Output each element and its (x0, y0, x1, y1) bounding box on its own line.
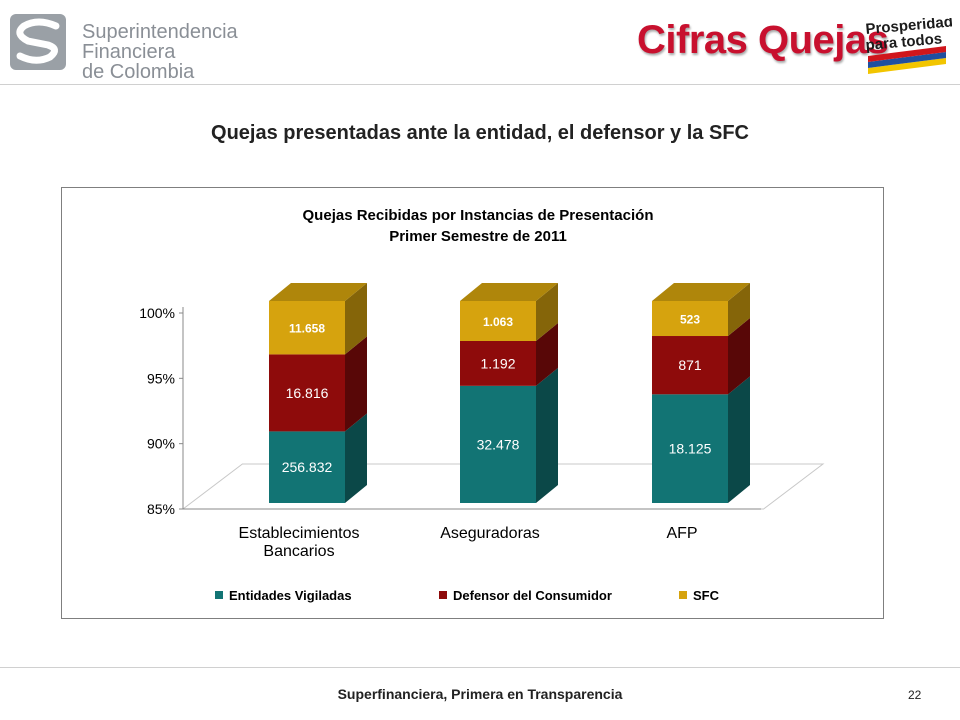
y-tick-label: 90% (147, 436, 175, 452)
footer-text: Superfinanciera, Primera en Transparenci… (337, 686, 623, 702)
header-divider (0, 84, 960, 85)
y-tick-label: 95% (147, 370, 175, 386)
data-label: 256.832 (282, 459, 333, 475)
bar-side (345, 413, 367, 503)
bar-side (728, 283, 750, 337)
prosperidad-logo: Prosperidad para todos (862, 13, 954, 74)
data-label: 11.658 (289, 322, 325, 336)
bar-front (652, 394, 728, 503)
bar-side (345, 336, 367, 432)
org-line-2: Financiera (82, 41, 176, 63)
logo-word-2: para todos (865, 30, 943, 54)
bar-front (460, 385, 536, 503)
bar-side (536, 322, 558, 386)
bar-side (728, 318, 750, 395)
legend-entry: SFC (693, 588, 720, 603)
data-label: 16.816 (286, 385, 329, 401)
bar-side (536, 283, 558, 341)
superfinanciera-emblem-icon (10, 14, 66, 70)
bar-side (536, 367, 558, 503)
org-line-3: de Colombia (82, 61, 195, 83)
bar-front (460, 301, 536, 341)
bar-side (728, 376, 750, 503)
x-tick-label: Aseguradoras (440, 525, 540, 542)
legend-entry: Entidades Vigiladas (229, 588, 352, 603)
x-tick-label: Establecimientos (239, 525, 360, 542)
data-label: 1.063 (483, 315, 513, 329)
bar-front (652, 336, 728, 395)
legend-entry: Defensor del Consumidor (453, 588, 612, 603)
org-name: Superintendencia Financiera de Colombia (82, 22, 238, 82)
chart-title-line-1: Quejas Recibidas por Instancias de Prese… (303, 207, 654, 224)
x-tick-label: Bancarios (263, 543, 334, 560)
bar-front (269, 301, 345, 355)
y-tick-label: 100% (139, 305, 175, 321)
stacked-bar-chart: Quejas Recibidas por Instancias de Prese… (139, 207, 825, 603)
bar-top (460, 283, 558, 301)
superfinanciera-logo: Superintendencia Financiera de Colombia (8, 12, 248, 82)
data-label: 32.478 (477, 436, 520, 452)
bar-top (652, 283, 750, 301)
bar-side (345, 283, 367, 355)
bar-front (269, 431, 345, 503)
footer-divider (0, 667, 960, 668)
data-label: 871 (678, 357, 702, 373)
org-line-1: Superintendencia (82, 21, 238, 43)
legend-swatch (439, 591, 447, 599)
x-tick-label: AFP (666, 525, 697, 542)
bar-front (269, 354, 345, 432)
legend-swatch (215, 591, 223, 599)
legend-swatch (679, 591, 687, 599)
chart-title-line-2: Primer Semestre de 2011 (389, 228, 567, 245)
page-number: 22 (908, 688, 922, 702)
data-label: 18.125 (669, 441, 712, 457)
y-tick-label: 85% (147, 501, 175, 517)
slide-subtitle: Quejas presentadas ante la entidad, el d… (211, 122, 749, 144)
data-label: 523 (680, 313, 700, 327)
data-label: 1.192 (480, 355, 515, 371)
bar-front (460, 340, 536, 386)
bar-top (269, 283, 367, 301)
bar-front (652, 301, 728, 337)
slide-title: Cifras Quejas (637, 18, 889, 62)
